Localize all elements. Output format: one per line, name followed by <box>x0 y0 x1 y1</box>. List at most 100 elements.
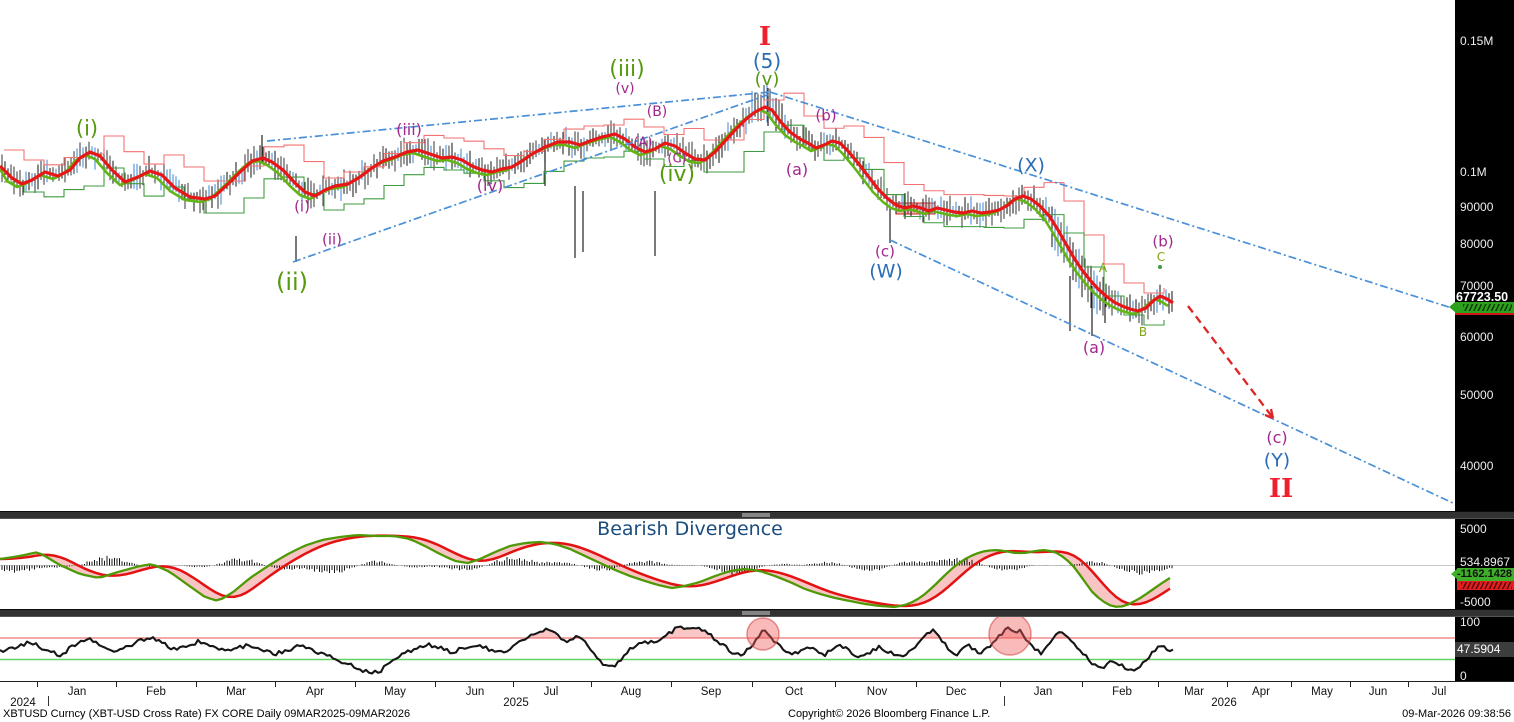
wave-label-26[interactable]: (Y) <box>1263 449 1291 472</box>
mid-panel-title: Bearish Divergence <box>597 518 783 540</box>
wave-label-5[interactable]: (5) <box>752 49 782 73</box>
month-tick <box>1291 682 1292 687</box>
month-label: May <box>384 686 406 698</box>
month-label: May <box>1311 686 1333 698</box>
wave-label-2[interactable]: (iii) <box>609 57 645 82</box>
month-tick <box>1000 682 1001 687</box>
month-tick <box>1082 682 1083 687</box>
axis-price-label: 50000 <box>1460 388 1494 402</box>
month-tick <box>355 682 356 687</box>
month-label: Mar <box>226 686 246 698</box>
oscillator-green-value-tag: -1162.1428 <box>1451 568 1514 581</box>
instrument-description: XBTUSD Curncy (XBT-USD Cross Rate) FX CO… <box>3 708 411 720</box>
wave-label-14[interactable]: (C) <box>667 151 687 167</box>
wave-label-1[interactable]: (ii) <box>275 268 309 296</box>
divider-drag-handle[interactable] <box>742 513 770 517</box>
month-label: Apr <box>1252 686 1270 698</box>
tag-notch-icon <box>1449 302 1455 312</box>
month-tick <box>116 682 117 687</box>
month-tick <box>275 682 276 687</box>
wave-label-8[interactable]: (ii) <box>321 230 343 249</box>
copyright-text: Copyright© 2026 Bloomberg Finance L.P. <box>788 708 991 720</box>
wave-label-24[interactable]: C <box>1156 250 1166 264</box>
wave-label-27[interactable]: II <box>1268 474 1294 504</box>
month-tick <box>1350 682 1351 687</box>
obscured-value-squiggle <box>1461 582 1512 589</box>
wave-label-17[interactable]: (c) <box>875 242 895 261</box>
divider-drag-handle[interactable] <box>742 611 770 615</box>
rsi-value-tag: 47.5904 <box>1455 642 1514 657</box>
wave-label-15[interactable]: (a) <box>785 160 809 179</box>
obscured-value-squiggle <box>1463 304 1512 311</box>
axis-price-label: 40000 <box>1460 459 1494 473</box>
panel-divider-lower[interactable] <box>0 609 1514 617</box>
wave-label-20[interactable]: (a) <box>1082 338 1106 357</box>
wave-label-12[interactable]: (A) <box>633 135 653 151</box>
status-bar: XBTUSD Curncy (XBT-USD Cross Rate) FX CO… <box>0 706 1514 722</box>
axis-price-label: 80000 <box>1460 237 1494 251</box>
month-tick <box>916 682 917 687</box>
rsi-panel[interactable] <box>0 612 1455 675</box>
month-tick <box>1158 682 1159 687</box>
wave-label-10[interactable]: (iv) <box>476 176 504 195</box>
wave-label-25[interactable]: (c) <box>1266 428 1288 447</box>
wave-label-19[interactable]: (X) <box>1017 154 1045 177</box>
month-tick <box>752 682 753 687</box>
month-tick <box>835 682 836 687</box>
time-axis[interactable]: Jan Feb Mar Apr May Jun Jul Aug Sep Oct Nov Dec Jan F… <box>0 681 1514 709</box>
wave-label-22[interactable]: A <box>1098 261 1108 275</box>
month-label: Aug <box>620 686 642 698</box>
wave-label-18[interactable]: (W) <box>869 260 903 283</box>
main-price-panel[interactable] <box>0 85 1456 505</box>
axis-price-label: 90000 <box>1460 200 1494 214</box>
year-separator <box>48 696 49 707</box>
axis-price-label: 0.1M <box>1460 165 1487 179</box>
month-tick <box>1227 682 1228 687</box>
month-tick <box>196 682 197 687</box>
wave-label-21[interactable]: (b) <box>1152 232 1174 251</box>
month-label: Feb <box>146 686 166 698</box>
wave-label-4[interactable]: (v) <box>754 69 780 90</box>
month-label: Jul <box>543 686 559 698</box>
wave-label-11[interactable]: (v) <box>615 81 635 97</box>
oscillator-panel[interactable] <box>0 533 1455 609</box>
month-tick <box>1408 682 1409 687</box>
axis-price-label: 60000 <box>1460 330 1494 344</box>
axis-oscillator-label: 534.8967 <box>1460 555 1511 569</box>
timestamp: 09-Mar-2026 09:38:56 <box>1402 708 1511 720</box>
wave-label-13[interactable]: (B) <box>646 104 668 120</box>
month-label: Jan <box>1033 686 1053 698</box>
ma-value-tag <box>1449 302 1514 313</box>
axis-oscillator-label: -5000 <box>1460 595 1491 609</box>
month-label: Oct <box>785 686 803 698</box>
month-label: Jun <box>1368 686 1388 698</box>
month-tick <box>435 682 436 687</box>
month-label: Jan <box>67 686 87 698</box>
last-price-tag: 67723.50 <box>1456 290 1514 304</box>
wave-label-6[interactable]: I <box>758 22 772 52</box>
wave-label-3[interactable]: (iv) <box>658 162 696 187</box>
month-label: Apr <box>306 686 324 698</box>
divergence-circle-annotation[interactable] <box>746 617 780 651</box>
month-label: Mar <box>1184 686 1204 698</box>
divergence-circle-annotation[interactable] <box>988 612 1032 656</box>
month-label: Jun <box>465 686 485 698</box>
price-axis[interactable]: Log 0.15M0.1M900008000070000600005000040… <box>1455 0 1514 683</box>
wave-label-0[interactable]: (i) <box>75 116 99 141</box>
month-label: Nov <box>866 686 888 698</box>
month-tick <box>671 682 672 687</box>
year-separator <box>1004 696 1005 707</box>
wave-label-23[interactable]: B <box>1138 325 1148 339</box>
month-tick <box>513 682 514 687</box>
axis-oscillator-label: 5000 <box>1460 522 1487 536</box>
panel-divider-upper[interactable] <box>0 511 1514 519</box>
wave-label-16[interactable]: (b) <box>815 106 837 125</box>
month-label: Feb <box>1112 686 1132 698</box>
axis-rsi-label: 0 <box>1460 669 1467 683</box>
month-tick <box>591 682 592 687</box>
wave-label-9[interactable]: (iii) <box>396 120 422 139</box>
wave-label-7[interactable]: (i) <box>294 197 310 216</box>
month-tick <box>37 682 38 687</box>
red-ma-axis-marker <box>1455 313 1514 315</box>
